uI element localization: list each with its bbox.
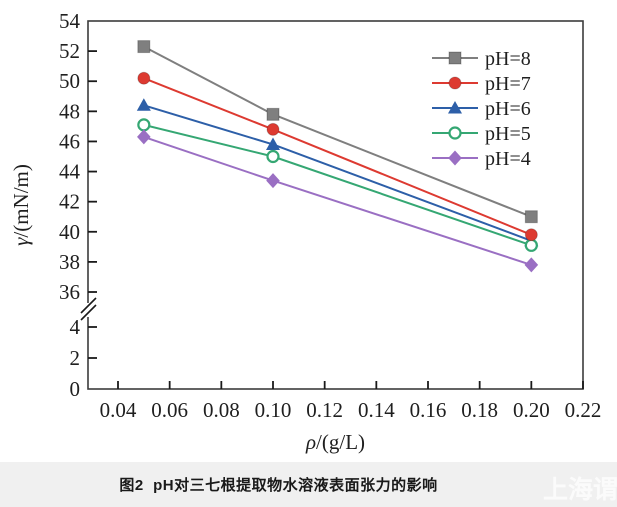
series-line-ph8 [143, 45, 532, 218]
series-markers-ph4 [137, 129, 539, 273]
svg-text:0.16: 0.16 [410, 398, 447, 422]
svg-text:54: 54 [59, 9, 81, 33]
series-markers-ph8 [137, 40, 538, 224]
svg-text:0.14: 0.14 [358, 398, 395, 422]
svg-text:0.12: 0.12 [306, 398, 343, 422]
axis-break-icon [80, 297, 97, 321]
y-axis-ticks-lower: 4 2 0 [70, 315, 97, 401]
svg-text:0.18: 0.18 [461, 398, 498, 422]
series-markers-ph7 [137, 71, 538, 242]
svg-text:42: 42 [59, 190, 80, 214]
svg-text:0.22: 0.22 [565, 398, 602, 422]
chart: 0.04 0.06 0.08 0.10 0.12 0.14 0.16 0.18 0.20 0.22… [9, 9, 602, 454]
legend-label: pH=5 [485, 123, 531, 145]
svg-text:0.20: 0.20 [513, 398, 550, 422]
x-axis-ticks: 0.04 0.06 0.08 0.10 0.12 0.14 0.16 0.18 0.20 0.22 [100, 381, 602, 422]
y-axis-label: γ/(mN/m) [9, 164, 33, 246]
svg-text:50: 50 [59, 69, 80, 93]
svg-text:38: 38 [59, 250, 80, 274]
legend-item-ph8: pH=8 [432, 48, 531, 70]
svg-text:36: 36 [59, 280, 80, 304]
svg-text:0.10: 0.10 [255, 398, 292, 422]
plot-frame [87, 20, 584, 390]
legend-item-ph4: pH=4 [432, 148, 531, 170]
svg-text:0.08: 0.08 [203, 398, 240, 422]
legend: pH=8 pH=7 pH=6 pH=5 pH=4 [432, 48, 531, 170]
x-axis-label: ρ/(g/L) [305, 430, 365, 454]
y-axis-ticks-upper: 54 52 50 48 46 44 42 40 38 36 [59, 9, 97, 304]
svg-text:0.06: 0.06 [151, 398, 188, 422]
figure-caption: 图2 pH对三七根提取物水溶液表面张力的影响 [119, 477, 438, 494]
legend-item-ph6: pH=6 [432, 98, 531, 120]
svg-text:48: 48 [59, 99, 80, 123]
svg-text:44: 44 [59, 160, 81, 184]
svg-text:2: 2 [70, 346, 81, 370]
svg-text:4: 4 [70, 315, 81, 339]
svg-text:0: 0 [70, 377, 81, 401]
legend-label: pH=6 [485, 98, 531, 120]
legend-item-ph5: pH=5 [432, 123, 531, 145]
series-line-ph6 [143, 104, 532, 242]
line-chart: 0.04 0.06 0.08 0.10 0.12 0.14 0.16 0.18 0.20 0.22… [9, 9, 602, 454]
series-line-ph5 [143, 123, 532, 247]
legend-item-ph7: pH=7 [432, 73, 531, 95]
svg-text:40: 40 [59, 220, 80, 244]
svg-text:52: 52 [59, 39, 80, 63]
legend-label: pH=4 [485, 148, 531, 170]
legend-label: pH=7 [485, 73, 531, 95]
svg-text:0.04: 0.04 [100, 398, 137, 422]
legend-label: pH=8 [485, 48, 531, 70]
svg-text:46: 46 [59, 129, 80, 153]
caption-band: 图2 pH对三七根提取物水溶液表面张力的影响 [0, 462, 617, 507]
